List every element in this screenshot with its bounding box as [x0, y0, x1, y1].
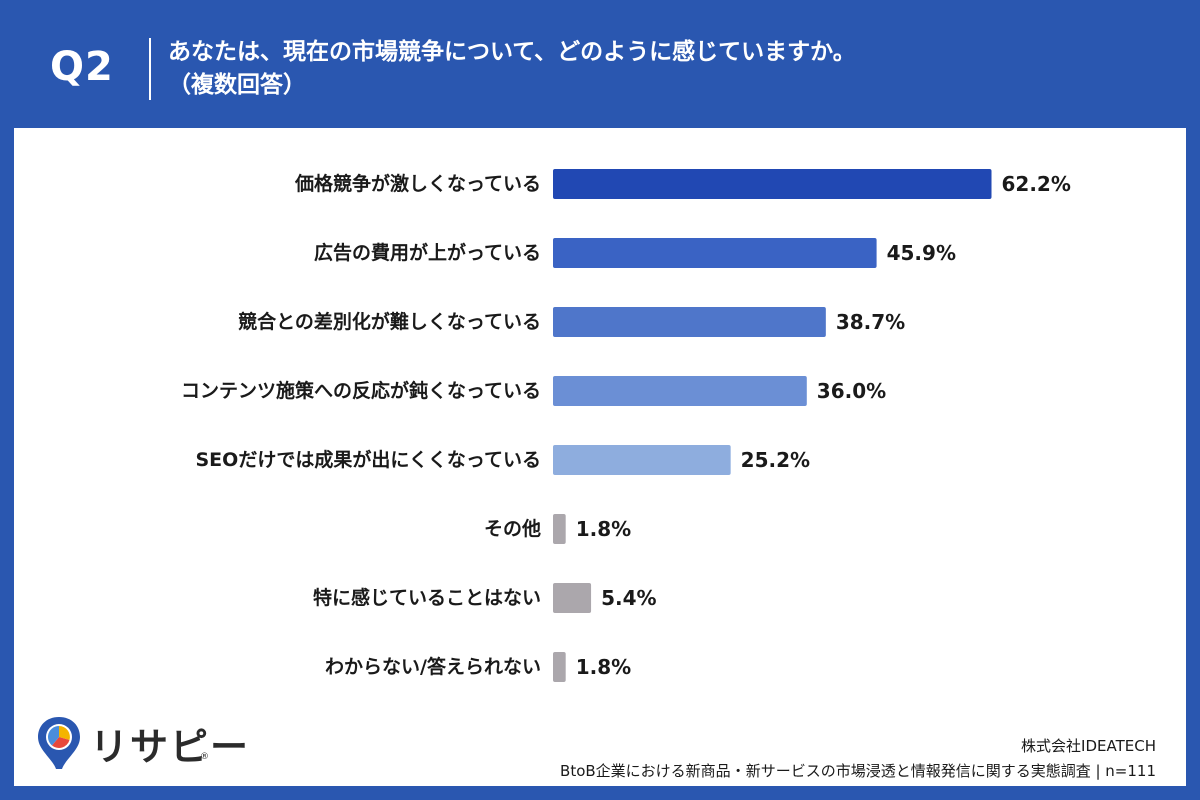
value-label: 36.0%	[817, 379, 886, 403]
value-label: 1.8%	[576, 655, 631, 679]
value-label: 25.2%	[741, 448, 810, 472]
category-label: SEOだけでは成果が出にくくなっている	[196, 448, 542, 471]
value-label: 5.4%	[601, 586, 656, 610]
category-label: 価格競争が激しくなっている	[294, 172, 541, 195]
bar	[553, 445, 731, 475]
bar	[553, 514, 566, 544]
bar	[553, 238, 877, 268]
pin-logo-icon	[38, 717, 80, 769]
bar	[553, 169, 992, 199]
value-label: 1.8%	[576, 517, 631, 541]
category-label: その他	[484, 517, 541, 540]
value-label: 45.9%	[887, 241, 956, 265]
brand-logo: リサピー ®	[34, 714, 248, 772]
bar	[553, 307, 826, 337]
bar	[553, 652, 566, 682]
question-number: Q2	[50, 44, 114, 90]
logo-text: リサピー	[90, 725, 251, 769]
category-label: 競合との差別化が難しくなっている	[238, 310, 541, 333]
question-title: あなたは、現在の市場競争について、どのように感じていますか。 （複数回答）	[168, 39, 856, 98]
header: Q2 あなたは、現在の市場競争について、どのように感じていますか。 （複数回答）	[0, 0, 1200, 128]
value-label: 62.2%	[1002, 172, 1071, 196]
category-label: 広告の費用が上がっている	[314, 241, 541, 264]
chart-panel: 価格競争が激しくなっている 62.2% 広告の費用が上がっている 45.9% 競合との差…	[14, 128, 1186, 786]
header-divider	[149, 38, 151, 100]
bar	[553, 583, 592, 613]
category-label: 特に感じていることはない	[313, 586, 541, 609]
company-name: 株式会社IDEATECH	[1021, 737, 1156, 755]
survey-source: BtoB企業における新商品・新サービスの市場浸透と情報発信に関する実態調査 | …	[560, 762, 1156, 780]
bar	[553, 376, 807, 406]
value-label: 38.7%	[836, 310, 905, 334]
category-label: わからない/答えられない	[325, 655, 541, 678]
footer: 株式会社IDEATECH BtoB企業における新商品・新サービスの市場浸透と情報…	[560, 734, 1156, 784]
bar-chart: 価格競争が激しくなっている 62.2% 広告の費用が上がっている 45.9% 競合との差…	[181, 169, 1071, 682]
registered-mark: ®	[200, 752, 209, 762]
category-label: コンテンツ施策への反応が鈍くなっている	[181, 379, 541, 402]
